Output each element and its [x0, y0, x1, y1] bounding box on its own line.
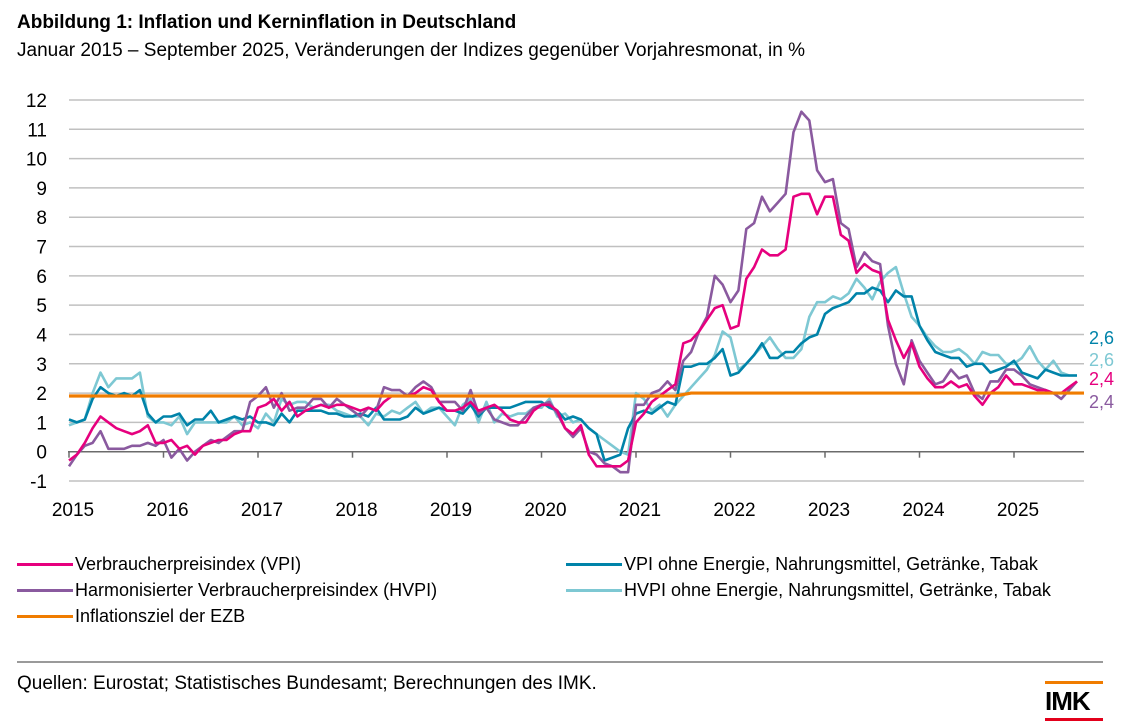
- y-tick-label: 2: [36, 384, 47, 405]
- series-lines: [67, 110, 1084, 474]
- legend-label-hvpi-core: HVPI ohne Energie, Nahrungsmittel, Geträ…: [624, 579, 1051, 600]
- series-vpi: [68, 192, 1078, 468]
- legend-item-vpi-core: VPI ohne Energie, Nahrungsmittel, Geträn…: [566, 551, 1051, 577]
- legend-swatch-vpi-core: [566, 562, 622, 566]
- legend-item-hvpi: Harmonisierter Verbraucherpreisindex (HV…: [17, 577, 437, 603]
- y-tick-label: 5: [36, 296, 47, 317]
- y-tick-label: 11: [27, 120, 47, 141]
- end-label: 2,6: [1089, 328, 1114, 348]
- imk-logo: IMK: [1043, 681, 1103, 723]
- footer-divider: [17, 661, 1103, 663]
- y-tick-label: 1: [36, 413, 47, 434]
- x-tick-label: 2016: [146, 500, 188, 521]
- x-tick-label: 2019: [430, 500, 472, 521]
- chart-title: Abbildung 1: Inflation und Kerninflation…: [17, 12, 517, 33]
- x-tick-label: 2023: [808, 500, 850, 521]
- x-tick-label: 2025: [997, 500, 1039, 521]
- x-tick-label: 2015: [52, 500, 94, 521]
- y-tick-label: 10: [26, 150, 47, 171]
- legend-label-hvpi: Harmonisierter Verbraucherpreisindex (HV…: [75, 579, 438, 600]
- x-tick-label: 2024: [902, 500, 945, 521]
- legend-left: Verbraucherpreisindex (VPI) Harmonisiert…: [17, 551, 437, 629]
- legend-item-hvpi-core: HVPI ohne Energie, Nahrungsmittel, Geträ…: [566, 577, 1051, 603]
- end-label: 2,4: [1089, 369, 1114, 389]
- series-hvpi: [67, 110, 1078, 474]
- y-tick-label: 0: [36, 443, 47, 464]
- series-vpi-core: [68, 286, 1077, 462]
- x-tick-label: 2017: [241, 500, 283, 521]
- y-tick-label: -1: [30, 472, 47, 493]
- x-tick-label: 2020: [524, 500, 566, 521]
- x-tick-label: 2022: [713, 500, 755, 521]
- gridlines: [69, 99, 1084, 482]
- chart-subtitle: Januar 2015 – September 2025, Veränderun…: [17, 40, 805, 61]
- legend-item-ezb: Inflationsziel der EZB: [17, 603, 437, 629]
- logo-red-bar: [1045, 718, 1103, 721]
- legend-label-ezb: Inflationsziel der EZB: [75, 605, 246, 626]
- y-tick-label: 4: [36, 325, 47, 346]
- end-labels: 2,62,62,42,4: [1089, 328, 1114, 412]
- x-tick-label: 2018: [335, 500, 377, 521]
- legend-swatch-hvpi-core: [566, 588, 622, 592]
- end-label: 2,4: [1089, 392, 1114, 412]
- y-tick-label: 7: [36, 238, 47, 259]
- y-tick-label: 12: [26, 91, 47, 112]
- legend-swatch-vpi: [17, 562, 73, 566]
- logo-orange-bar: [1045, 681, 1103, 684]
- end-label: 2,6: [1089, 350, 1114, 370]
- legend-swatch-ezb: [17, 614, 73, 618]
- x-tick-label: 2021: [619, 500, 661, 521]
- legend-label-vpi: Verbraucherpreisindex (VPI): [75, 553, 302, 574]
- y-tick-label: 3: [36, 355, 47, 376]
- y-tick-label: 6: [36, 267, 47, 288]
- legend-item-vpi: Verbraucherpreisindex (VPI): [17, 551, 437, 577]
- series-ezb-target: [69, 391, 1084, 398]
- legend-swatch-hvpi: [17, 588, 73, 592]
- y-tick-label: 9: [36, 179, 47, 200]
- y-tick-label: 8: [36, 208, 47, 229]
- legend-label-vpi-core: VPI ohne Energie, Nahrungsmittel, Geträn…: [624, 553, 1038, 574]
- source-note: Quellen: Eurostat; Statistisches Bundesa…: [17, 673, 597, 694]
- x-axis-ticks: 2015 2016 2017 2018 2019 2020 2021 2022 2023 2024…: [52, 451, 1039, 521]
- legend-right: VPI ohne Energie, Nahrungsmittel, Geträn…: [566, 551, 1051, 603]
- series-hvpi-core: [68, 265, 1077, 456]
- logo-text: IMK: [1045, 686, 1091, 716]
